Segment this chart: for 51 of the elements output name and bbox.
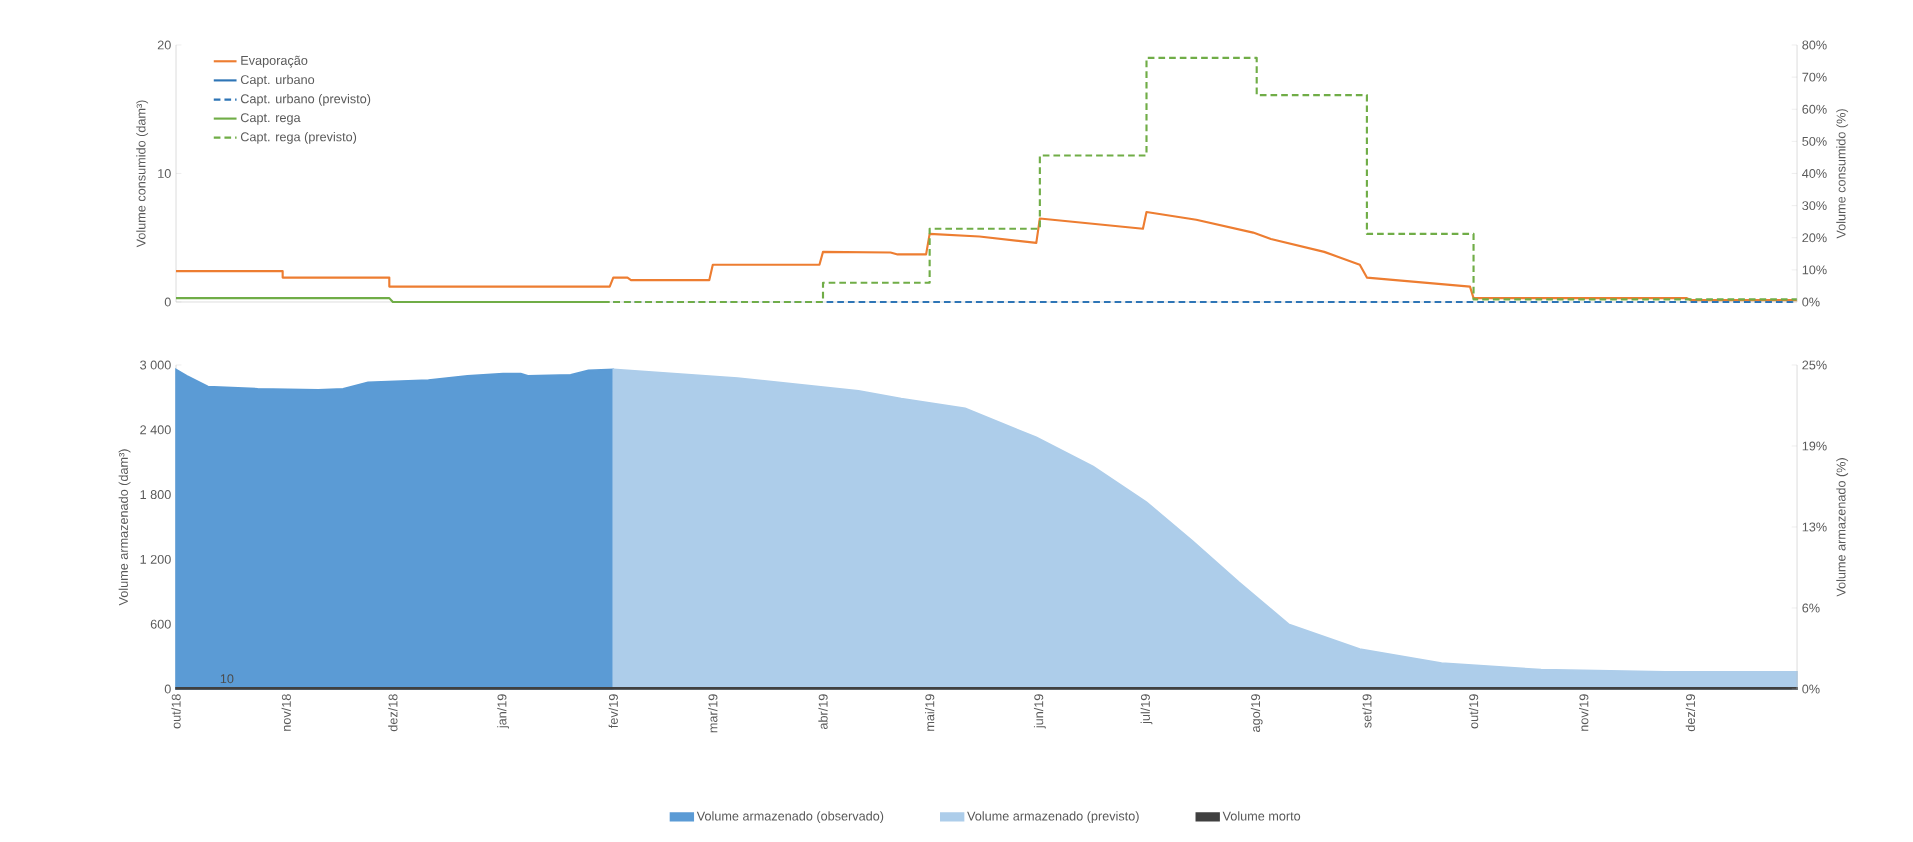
y-tick-label: 1 200 [140, 554, 171, 564]
annotation: 10 [220, 674, 234, 684]
x-tick-label: mar/19 [708, 694, 718, 733]
legend-label: Volume armazenado (previsto) [967, 811, 1139, 824]
legend-label: Capt. urbano [240, 74, 315, 87]
x-tick-label: fev/19 [608, 694, 618, 729]
y-tick-label: 1 800 [140, 490, 171, 500]
x-tick-label: mai/19 [925, 694, 935, 731]
y2-tick-label: 19% [1802, 441, 1827, 451]
y-tick-label: 0 [164, 684, 171, 694]
y2-tick-label: 6% [1802, 603, 1820, 613]
legend-label: Capt. urbano (previsto) [240, 93, 371, 106]
x-tick-label: abr/19 [818, 694, 828, 730]
x-tick-label: dez/19 [1685, 694, 1696, 732]
y2-tick-label: 25% [1802, 360, 1827, 370]
x-tick-label: nov/19 [1579, 694, 1589, 731]
x-tick-label: jul/19 [1140, 694, 1153, 725]
y-tick-label: 2 400 [140, 425, 171, 435]
y2-axis-title: Volume armazenado (%) [1836, 458, 1849, 597]
y-tick-label: 600 [150, 619, 171, 629]
y-tick-label: 20 [157, 40, 171, 50]
y2-tick-label: 70% [1802, 72, 1827, 82]
y-tick-label: 10 [158, 169, 171, 178]
y-axis-title: Volume armazenado (dam³) [118, 449, 131, 606]
y2-tick-label: 10% [1802, 265, 1827, 275]
y2-tick-label: 13% [1802, 522, 1827, 532]
y2-tick-label: 80% [1802, 40, 1827, 50]
y2-tick-label: 30% [1802, 201, 1827, 211]
y2-tick-label: 60% [1802, 104, 1827, 114]
x-tick-label: nov/18 [281, 694, 291, 731]
y2-tick-label: 0% [1802, 684, 1820, 694]
y-tick-label: 0 [164, 297, 171, 307]
x-tick-label: jan/19 [497, 694, 509, 729]
x-tick-label: set/19 [1362, 694, 1372, 728]
legend-label: Capt. rega [240, 113, 301, 125]
y2-tick-label: 20% [1802, 233, 1827, 243]
y2-axis-title: Volume consumido (%) [1836, 109, 1849, 239]
y2-tick-label: 0% [1802, 297, 1820, 307]
legend-label: Volume armazenado (observado) [696, 811, 884, 824]
x-tick-label: ago/19 [1250, 694, 1263, 732]
legend-label: Volume morto [1222, 811, 1301, 821]
x-tick-label: out/19 [1468, 694, 1479, 729]
y2-tick-label: 40% [1802, 169, 1827, 178]
x-tick-label: dez/18 [388, 694, 398, 732]
legend-label: Capt. rega (previsto) [240, 132, 357, 144]
y-axis-title: Volume consumido (dam³) [136, 100, 149, 248]
y2-tick-label: 50% [1802, 136, 1827, 146]
x-tick-label: jun/19 [1033, 694, 1046, 729]
x-tick-label: out/18 [171, 694, 181, 729]
y-tick-label: 3 000 [140, 360, 171, 370]
legend-label: Evaporação [241, 55, 308, 68]
